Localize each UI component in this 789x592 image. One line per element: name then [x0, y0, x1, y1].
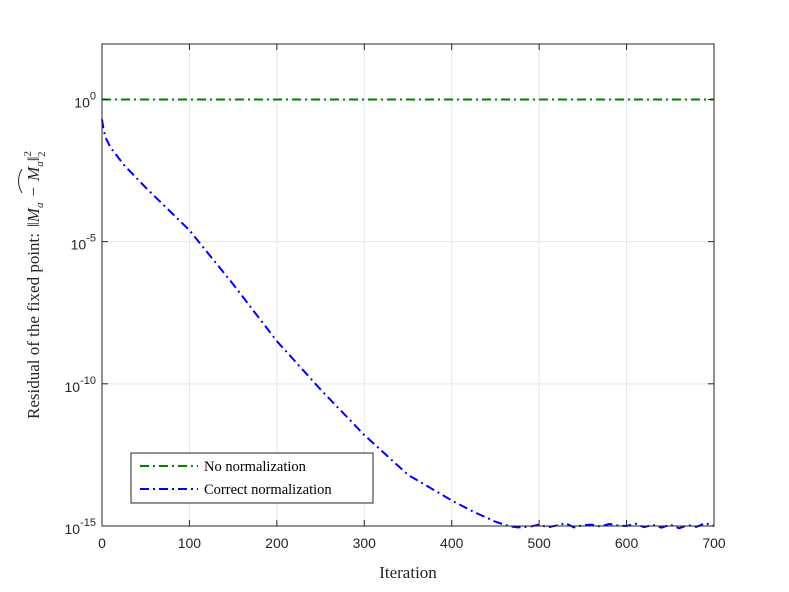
y-label-sub: 2: [36, 151, 48, 157]
y-label-m1: M: [24, 207, 43, 223]
x-tick-label: 400: [440, 535, 464, 551]
x-tick-label: 200: [265, 535, 289, 551]
legend-label-no-normalization: No normalization: [204, 459, 307, 475]
series-layer: [101, 98, 715, 530]
x-tick-label: 700: [702, 535, 726, 551]
x-axis-label: Iteration: [379, 563, 437, 582]
y-label-sup: 2: [22, 151, 34, 157]
legend: No normalization Correct normalization: [130, 452, 374, 504]
axes-box: [101, 43, 715, 527]
x-tick-label: 300: [353, 535, 377, 551]
y-label-hat: [18, 168, 23, 194]
legend-box: [130, 452, 374, 504]
y-label-norm-open: ‖: [24, 222, 43, 227]
y-tick-label: 100: [74, 90, 96, 110]
legend-label-correct-normalization: Correct normalization: [204, 482, 332, 498]
y-tick-label: 10-10: [65, 375, 96, 395]
y-label-minus: −: [24, 187, 43, 197]
y-label-sub1: a: [34, 202, 46, 208]
axes-background: [102, 44, 714, 526]
y-axis-label: Residual of the fixed point:‖Ma−Ma‖2 2: [18, 151, 48, 419]
x-tick-label: 0: [98, 535, 106, 551]
y-tick-label: 10-5: [71, 233, 96, 253]
plot-area: [101, 43, 715, 530]
y-label-prefix: Residual of the fixed point:: [24, 233, 43, 419]
y-label-m2: M: [24, 166, 43, 182]
x-tick-label: 500: [527, 535, 551, 551]
y-tick-label: 10-15: [65, 517, 96, 537]
y-axis-label-text: Residual of the fixed point:‖Ma−Ma‖2 2: [22, 151, 48, 419]
x-tick-label: 600: [615, 535, 639, 551]
x-tick-label: 100: [178, 535, 202, 551]
ticks: [101, 44, 715, 527]
y-label-sub2: a: [34, 161, 46, 167]
y-label-norm-close: ‖: [24, 156, 43, 161]
tick-labels: 0 100 200 300 400 500 600 700 100 10-5 10-10 10-15: [65, 90, 726, 551]
